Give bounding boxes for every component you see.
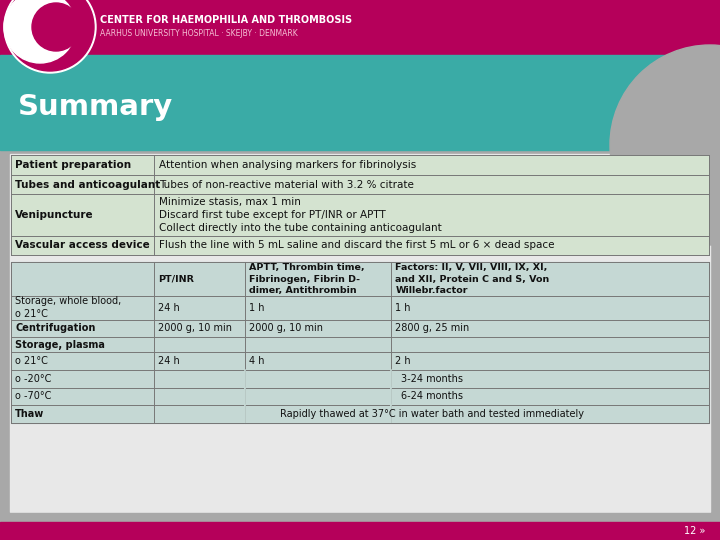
Bar — [11, 370, 154, 388]
Text: 3-24 months: 3-24 months — [400, 374, 462, 383]
Bar — [245, 370, 392, 388]
Bar — [392, 388, 709, 406]
Text: Storage, plasma: Storage, plasma — [15, 340, 105, 349]
Bar — [245, 296, 392, 320]
Bar — [392, 262, 709, 296]
Bar — [245, 352, 392, 370]
Bar — [154, 296, 245, 320]
Bar — [392, 338, 709, 352]
Text: PT/INR: PT/INR — [158, 275, 194, 284]
Bar — [11, 262, 154, 296]
Bar — [11, 406, 154, 423]
Bar — [154, 370, 245, 388]
Text: 24 h: 24 h — [158, 356, 180, 366]
Bar — [245, 320, 392, 338]
Text: 12 »: 12 » — [683, 526, 705, 536]
Text: Thaw: Thaw — [15, 409, 44, 420]
Text: Tubes and anticoagulant: Tubes and anticoagulant — [15, 179, 161, 190]
Bar — [0, 55, 720, 150]
Circle shape — [32, 3, 80, 51]
Bar — [154, 406, 245, 423]
Text: Attention when analysing markers for fibrinolysis: Attention when analysing markers for fib… — [159, 160, 416, 170]
Bar — [11, 352, 154, 370]
Text: 1 h: 1 h — [249, 303, 264, 313]
Bar — [11, 155, 709, 175]
Bar — [392, 370, 709, 388]
Text: 1 h: 1 h — [395, 303, 411, 313]
Bar — [11, 235, 709, 255]
Bar — [392, 320, 709, 338]
Text: 2000 g, 10 min: 2000 g, 10 min — [158, 323, 232, 334]
Text: Rapidly thawed at 37°C in water bath and tested immediately: Rapidly thawed at 37°C in water bath and… — [279, 409, 583, 420]
Text: Centrifugation: Centrifugation — [15, 323, 95, 334]
Bar — [154, 338, 245, 352]
Text: AARHUS UNIVERSITY HOSPITAL · SKEJBY · DENMARK: AARHUS UNIVERSITY HOSPITAL · SKEJBY · DE… — [100, 30, 298, 38]
Circle shape — [4, 0, 96, 73]
Bar — [0, 522, 720, 540]
Bar — [245, 388, 392, 406]
Circle shape — [4, 0, 76, 63]
Text: 6-24 months: 6-24 months — [400, 392, 462, 402]
Bar — [10, 154, 710, 512]
Bar — [11, 338, 154, 352]
Bar — [154, 262, 245, 296]
Circle shape — [6, 0, 94, 71]
Text: o -20°C: o -20°C — [15, 374, 51, 383]
Bar — [0, 0, 720, 55]
Text: Tubes of non-reactive material with 3.2 % citrate: Tubes of non-reactive material with 3.2 … — [159, 179, 414, 190]
Bar — [392, 406, 709, 423]
Bar — [154, 388, 245, 406]
Bar — [0, 513, 720, 540]
Bar — [11, 296, 154, 320]
Text: Vascular access device: Vascular access device — [15, 240, 150, 251]
Text: Venipuncture: Venipuncture — [15, 210, 94, 220]
Ellipse shape — [610, 45, 720, 245]
Text: 24 h: 24 h — [158, 303, 180, 313]
Text: 2000 g, 10 min: 2000 g, 10 min — [249, 323, 323, 334]
Text: 4 h: 4 h — [249, 356, 264, 366]
Bar — [392, 352, 709, 370]
Text: APTT, Thrombin time,
Fibrinogen, Fibrin D-
dimer, Antithrombin: APTT, Thrombin time, Fibrinogen, Fibrin … — [249, 264, 364, 295]
Bar — [245, 338, 392, 352]
Text: o 21°C: o 21°C — [15, 356, 48, 366]
Bar — [245, 262, 392, 296]
Bar — [11, 194, 709, 235]
Text: 2800 g, 25 min: 2800 g, 25 min — [395, 323, 469, 334]
Bar — [245, 406, 392, 423]
Bar — [154, 320, 245, 338]
Bar — [392, 296, 709, 320]
Bar — [11, 175, 709, 194]
Bar — [11, 320, 154, 338]
Bar — [154, 352, 245, 370]
Text: Factors: II, V, VII, VIII, IX, XI,
and XII, Protein C and S, Von
Willebr.factor: Factors: II, V, VII, VIII, IX, XI, and X… — [395, 264, 549, 295]
Text: o -70°C: o -70°C — [15, 392, 51, 402]
Text: CENTER FOR HAEMOPHILIA AND THROMBOSIS: CENTER FOR HAEMOPHILIA AND THROMBOSIS — [100, 15, 352, 25]
Bar — [11, 388, 154, 406]
Text: Summary: Summary — [18, 93, 174, 122]
Text: Minimize stasis, max 1 min
Discard first tube except for PT/INR or APTT
Collect : Minimize stasis, max 1 min Discard first… — [159, 197, 442, 233]
Text: Flush the line with 5 mL saline and discard the first 5 mL or 6 × dead space: Flush the line with 5 mL saline and disc… — [159, 240, 554, 251]
Text: Patient preparation: Patient preparation — [15, 160, 131, 170]
Text: Storage, whole blood,
o 21°C: Storage, whole blood, o 21°C — [15, 296, 121, 319]
Text: 2 h: 2 h — [395, 356, 411, 366]
